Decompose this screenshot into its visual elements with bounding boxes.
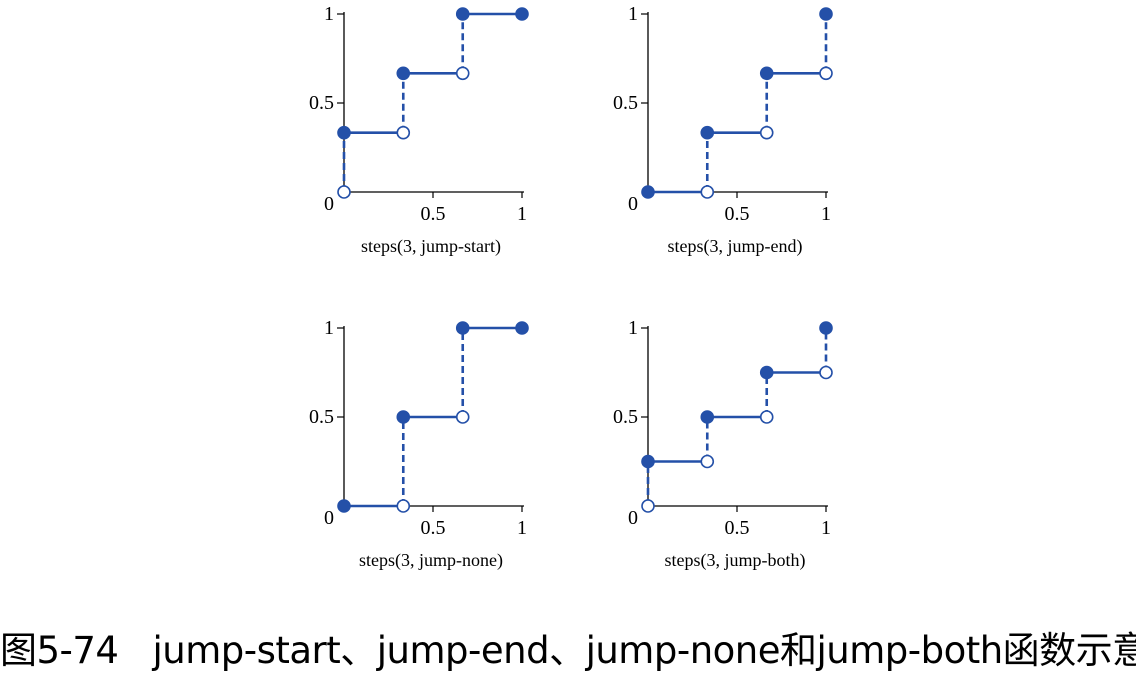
open-point [455,410,470,424]
y-tick-label: 0 [628,507,638,529]
open-point [641,499,655,513]
open-point [337,185,351,199]
x-tick-label: 1 [517,517,527,539]
y-tick-label: 0.5 [309,406,334,428]
x-axis-label: steps(3, jump-both) [665,550,806,571]
open-point [759,125,774,140]
y-tick-label: 0 [628,193,638,215]
open-point [455,66,470,81]
y-tick-label: 1 [628,3,638,25]
chart-panel-jump-both: 0 0.5 1 0.5 1 steps(3, jump-both) [613,314,874,584]
y-tick-label: 0.5 [613,92,638,114]
y-tick-label: 0 [324,507,334,529]
x-tick-label: 1 [821,203,831,225]
x-tick-label: 0.5 [725,517,750,539]
chart-panel-jump-end: 0 0.5 1 0.5 1 steps(3, jump-end) [613,0,874,270]
y-tick-label: 1 [324,3,334,25]
open-point [396,125,411,140]
filled-point [515,321,529,335]
filled-point [455,7,470,21]
x-tick-label: 0.5 [725,203,750,225]
chart-panel-jump-none: 0 0.5 1 0.5 1 steps(3, jump-none) [309,314,570,584]
filled-point [819,7,833,21]
figure-number: 图5-74 [0,629,119,672]
x-tick-label: 0.5 [421,517,446,539]
filled-point [396,410,411,424]
figure-caption: 图5-74 jump-start、jump-end、jump-none和jump-… [0,620,1136,674]
filled-point [337,125,351,140]
filled-point [396,66,411,81]
y-tick-label: 0.5 [613,406,638,428]
x-axis-label: steps(3, jump-start) [361,236,501,257]
x-tick-label: 1 [517,203,527,225]
y-tick-label: 1 [324,317,334,339]
filled-point [759,66,774,81]
step-chart-jump-both: 0 0.5 1 0.5 1 steps(3, jump-both) [613,317,833,571]
filled-point [759,365,774,380]
filled-point [700,125,715,140]
step-chart-jump-end: 0 0.5 1 0.5 1 steps(3, jump-end) [613,3,833,257]
open-point [759,410,774,424]
chart-panel-jump-start: 0 0.5 1 0.5 1 steps(3, jump-start) [309,0,570,270]
x-tick-label: 0.5 [421,203,446,225]
y-tick-label: 1 [628,317,638,339]
open-point [700,185,715,199]
x-tick-label: 1 [821,517,831,539]
x-axis-label: steps(3, jump-end) [668,236,803,257]
y-tick-label: 0 [324,193,334,215]
step-chart-jump-start: 0 0.5 1 0.5 1 steps(3, jump-start) [309,3,529,257]
open-point [396,499,411,513]
filled-point [515,7,529,21]
y-tick-label: 0.5 [309,92,334,114]
x-axis-label: steps(3, jump-none) [359,550,503,571]
open-point [819,66,833,81]
open-point [819,365,833,380]
filled-point [337,499,351,513]
filled-point [455,321,470,335]
filled-point [700,410,715,424]
filled-point [641,454,655,469]
filled-point [641,185,655,199]
open-point [700,454,715,469]
filled-point [819,321,833,335]
step-chart-jump-none: 0 0.5 1 0.5 1 steps(3, jump-none) [309,317,529,571]
caption-text: jump-start、jump-end、jump-none和jump-both函… [152,629,1136,672]
